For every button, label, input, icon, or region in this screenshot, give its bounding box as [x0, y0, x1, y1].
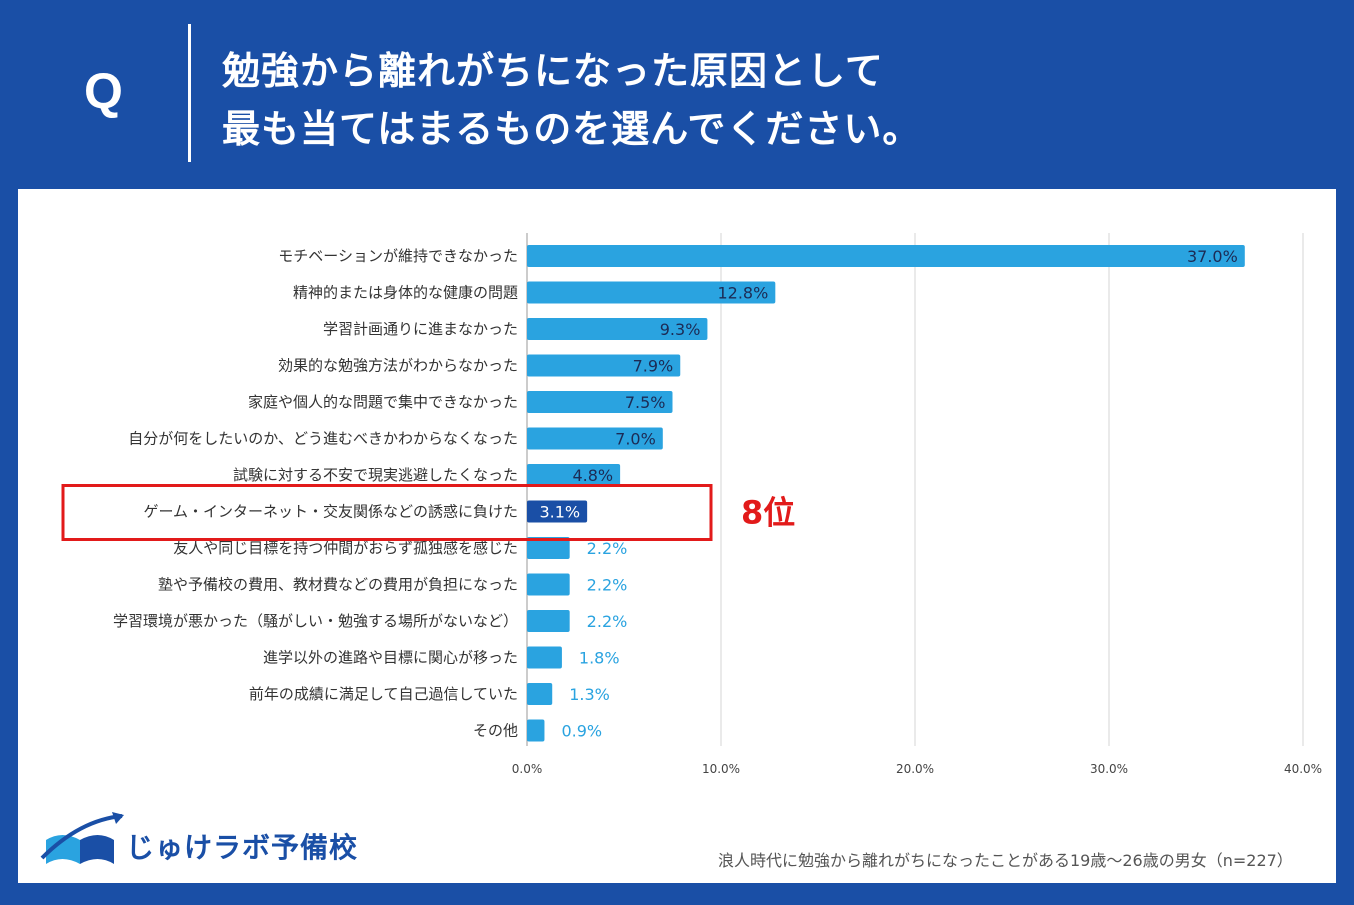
x-tick-label: 40.0% [1284, 762, 1322, 776]
bar [527, 464, 621, 486]
bar [527, 281, 776, 304]
category-label: 試験に対する不安で現実逃避したくなった [233, 466, 518, 484]
bar [527, 683, 553, 705]
category-label: 精神的または身体的な健康の問題 [293, 284, 518, 302]
category-label: 進学以外の進路や目標に関心が移った [263, 649, 518, 667]
bar [527, 573, 570, 596]
category-label: 学習環境が悪かった（騒がしい・勉強する場所がないなど） [113, 612, 518, 630]
question-line-2: 最も当てはまるものを選んでください。 [222, 107, 922, 151]
question-title: 勉強から離れがちになった原因として 最も当てはまるものを選んでください。 [222, 42, 921, 158]
value-label: 2.2% [587, 576, 628, 595]
bar [527, 318, 708, 340]
bar [527, 354, 681, 377]
question-line-1: 勉強から離れがちになった原因として [222, 49, 884, 93]
category-label: 学習計画通りに進まなかった [323, 320, 518, 338]
category-label: 効果的な勉強方法がわからなかった [278, 357, 518, 375]
bar [527, 245, 1245, 267]
value-label: 0.9% [561, 722, 602, 741]
value-label: 1.3% [569, 685, 610, 704]
x-tick-label: 10.0% [702, 762, 740, 776]
value-label: 37.0% [1187, 247, 1238, 266]
x-tick-label: 20.0% [896, 762, 934, 776]
value-label: 2.2% [587, 612, 628, 631]
category-label: モチベーションが維持できなかった [278, 247, 518, 265]
category-label: ゲーム・インターネット・交友関係などの誘惑に負けた [143, 503, 518, 521]
highlight-box [61, 484, 713, 541]
book-logo-icon [40, 812, 124, 864]
category-label: 前年の成績に満足して自己過信していた [249, 685, 518, 703]
value-label: 12.8% [717, 284, 768, 303]
category-label: 自分が何をしたいのか、どう進むべきかわからなくなった [128, 430, 518, 448]
x-tick-label: 0.0% [512, 762, 543, 776]
bar [527, 537, 570, 559]
value-label: 7.0% [615, 430, 656, 449]
header-divider [188, 24, 191, 162]
value-label: 2.2% [587, 539, 628, 558]
source-note: 浪人時代に勉強から離れがちになったことがある19歳〜26歳の男女（n=227） [718, 851, 1293, 870]
rank-label: 8位 [741, 494, 795, 532]
value-label: 1.8% [579, 649, 620, 668]
logo-text: じゅけラボ予備校 [126, 831, 359, 864]
value-label: 9.3% [660, 320, 701, 339]
value-label: 7.5% [625, 393, 666, 412]
bar [527, 391, 673, 413]
x-tick-label: 30.0% [1090, 762, 1128, 776]
bar [527, 500, 588, 523]
bar [527, 646, 562, 669]
bar [527, 610, 570, 632]
bar [527, 427, 663, 450]
category-label: その他 [473, 722, 518, 740]
bar [527, 719, 545, 742]
q-label: Q [84, 63, 123, 119]
value-label: 7.9% [633, 357, 674, 376]
category-label: 塾や予備校の費用、教材費などの費用が負担になった [158, 576, 518, 594]
value-label: 4.8% [572, 466, 613, 485]
chart-panel [18, 189, 1336, 883]
category-label: 家庭や個人的な問題で集中できなかった [248, 393, 518, 411]
value-label: 3.1% [539, 503, 580, 522]
category-label: 友人や同じ目標を持つ仲間がおらず孤独感を感じた [173, 539, 518, 557]
